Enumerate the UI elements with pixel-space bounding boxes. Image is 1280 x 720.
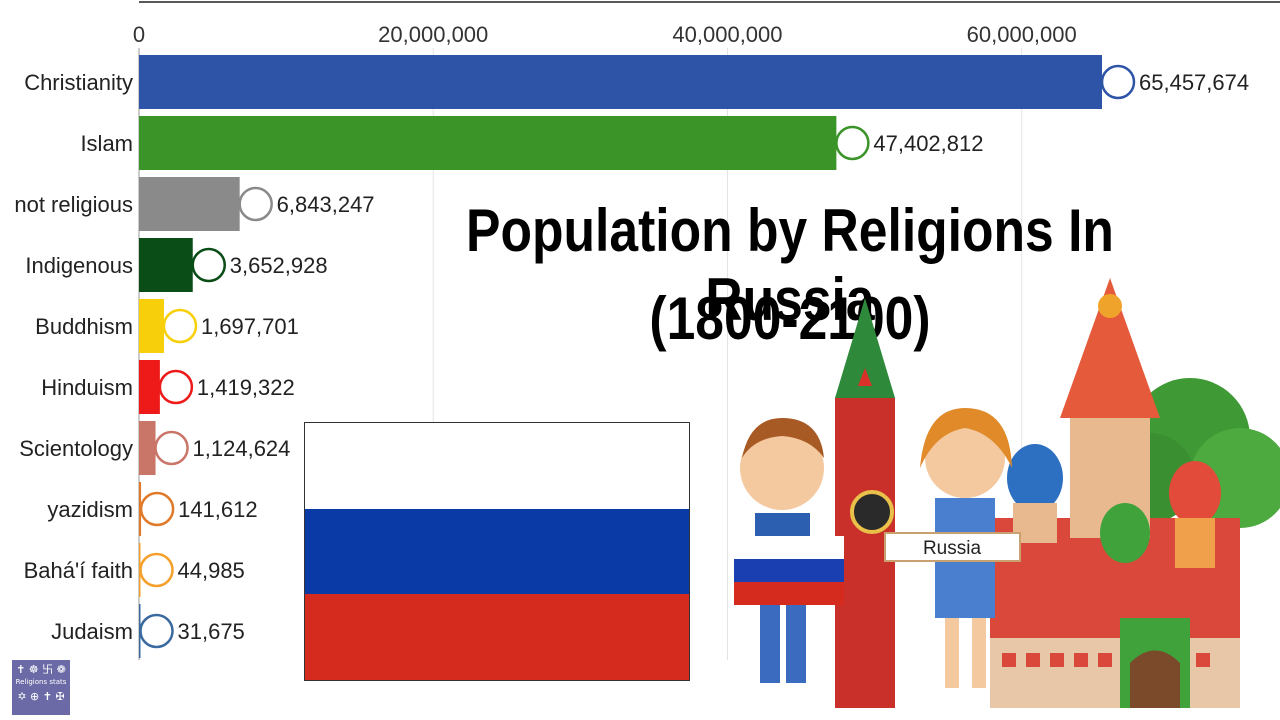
religions-stats-logo: ✝ ☸ 卐 ❁ Religions stats ✡ ⊕ ✝ ✠ — [12, 660, 70, 715]
bar — [139, 360, 160, 414]
yazidi-sun-icon — [139, 491, 175, 527]
logo-label: Religions stats — [15, 678, 67, 686]
atheism-icon — [238, 186, 273, 222]
scientology-icon — [154, 430, 189, 466]
bar — [139, 299, 164, 353]
logo-symbols-top: ✝ ☸ 卐 ❁ — [16, 663, 66, 676]
flag-stripe-white — [305, 423, 689, 509]
chart-subtitle: (1800-2100) — [649, 285, 931, 352]
value-label: 65,457,674 — [1139, 70, 1249, 95]
crescent-star-icon — [835, 125, 870, 161]
value-label: 1,419,322 — [197, 375, 295, 400]
russia-flag — [304, 422, 690, 681]
om-icon — [158, 369, 194, 405]
category-label: Scientology — [19, 436, 133, 461]
bar — [139, 116, 837, 170]
category-label: Islam — [80, 131, 133, 156]
value-label: 44,985 — [178, 558, 245, 583]
bar — [139, 55, 1102, 109]
value-label: 47,402,812 — [873, 131, 983, 156]
bar — [139, 421, 156, 475]
value-label: 6,843,247 — [277, 192, 375, 217]
value-label: 3,652,928 — [230, 253, 328, 278]
category-label: Indigenous — [25, 253, 133, 278]
indigenous-icon — [191, 247, 226, 283]
category-label: Bahá'í faith — [24, 558, 133, 583]
bar — [139, 238, 193, 292]
category-label: Buddhism — [35, 314, 133, 339]
category-label: Hinduism — [41, 375, 133, 400]
value-label: 1,124,624 — [193, 436, 291, 461]
value-label: 31,675 — [178, 619, 245, 644]
x-tick-label: 60,000,000 — [967, 22, 1077, 47]
flag-stripe-blue — [305, 508, 689, 595]
chart-title: Population by Religions In Russia — [466, 197, 1114, 333]
category-label: Judaism — [51, 619, 133, 644]
flag-stripe-red — [305, 594, 689, 680]
cross-icon — [1100, 64, 1136, 100]
category-label: yazidism — [47, 497, 133, 522]
star-of-david-icon — [139, 613, 174, 649]
illustration-sign-text: Russia — [923, 538, 982, 559]
bahai-star-icon — [139, 552, 174, 588]
category-label: Christianity — [24, 70, 133, 95]
x-tick-label: 0 — [133, 22, 145, 47]
value-label: 1,697,701 — [201, 314, 299, 339]
logo-symbols-bottom: ✡ ⊕ ✝ ✠ — [17, 690, 65, 703]
category-label: not religious — [14, 192, 133, 217]
dharma-wheel-icon — [162, 308, 198, 344]
x-tick-label: 40,000,000 — [672, 22, 782, 47]
x-tick-label: 20,000,000 — [378, 22, 488, 47]
value-label: 141,612 — [178, 497, 258, 522]
bar — [139, 177, 240, 231]
russia-illustration: Russia — [734, 278, 1280, 708]
